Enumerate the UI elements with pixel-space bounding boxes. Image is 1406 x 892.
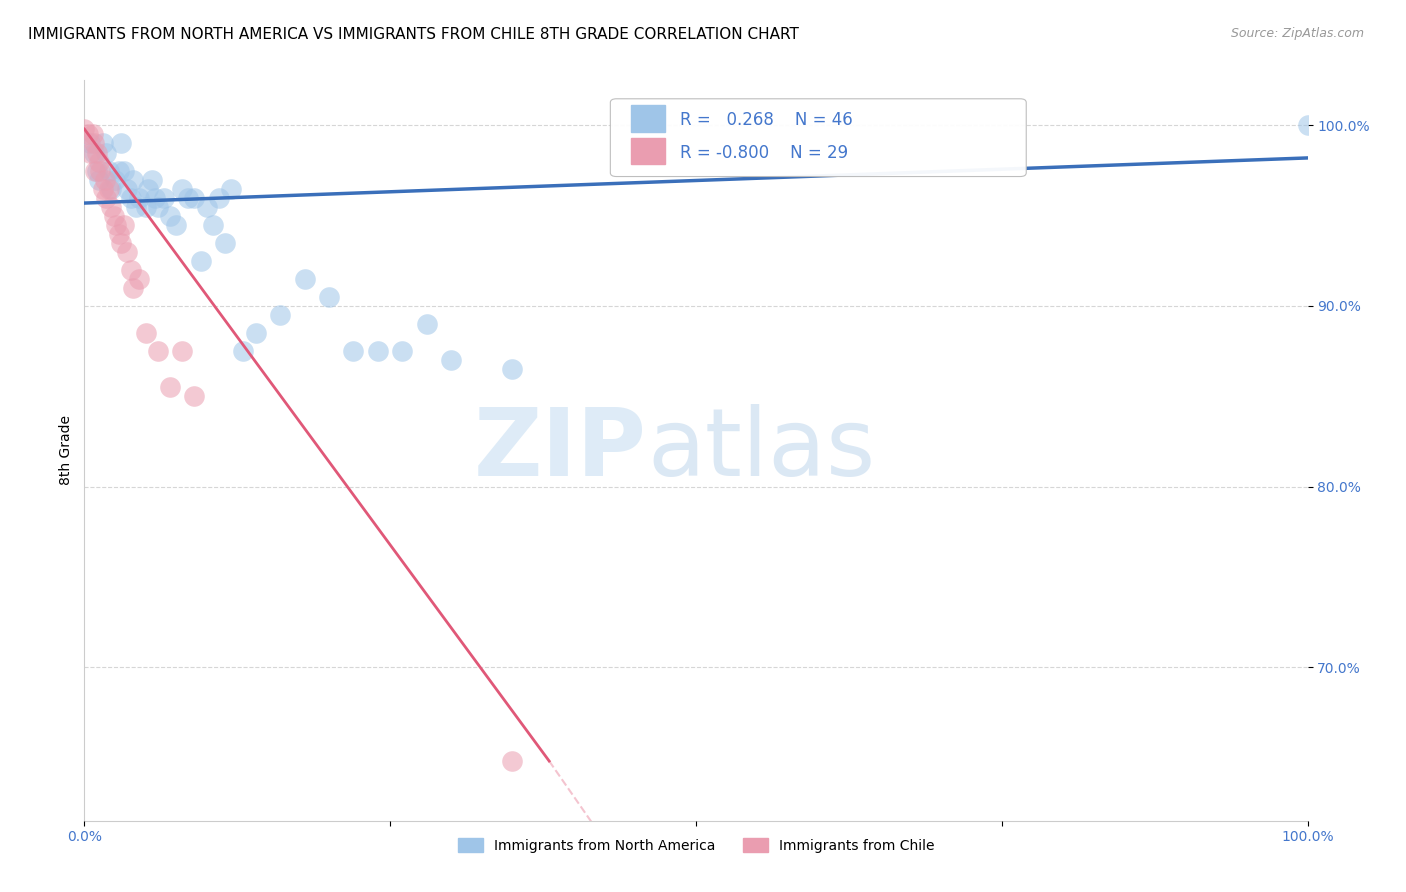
- Text: ZIP: ZIP: [474, 404, 647, 497]
- Point: [342, 344, 364, 359]
- Point: [1296, 119, 1319, 133]
- Text: IMMIGRANTS FROM NORTH AMERICA VS IMMIGRANTS FROM CHILE 8TH GRADE CORRELATION CHA: IMMIGRANTS FROM NORTH AMERICA VS IMMIGRA…: [28, 27, 799, 42]
- Point: [391, 344, 413, 359]
- Point: [83, 136, 105, 151]
- Point: [77, 128, 100, 142]
- Point: [107, 163, 129, 178]
- Point: [97, 163, 120, 178]
- Point: [96, 191, 118, 205]
- Point: [153, 191, 176, 205]
- Point: [107, 227, 129, 241]
- Point: [141, 172, 163, 186]
- Text: R = -0.800    N = 29: R = -0.800 N = 29: [681, 145, 848, 162]
- Point: [110, 235, 132, 250]
- Point: [128, 191, 150, 205]
- Point: [91, 181, 114, 195]
- Point: [143, 191, 166, 205]
- Point: [94, 172, 117, 186]
- Point: [79, 145, 101, 160]
- Point: [110, 136, 132, 151]
- Point: [367, 344, 389, 359]
- Point: [96, 145, 118, 160]
- Point: [195, 200, 218, 214]
- Text: Source: ZipAtlas.com: Source: ZipAtlas.com: [1230, 27, 1364, 40]
- Point: [318, 290, 340, 304]
- Point: [120, 263, 142, 277]
- Point: [91, 136, 114, 151]
- Point: [214, 235, 236, 250]
- Point: [416, 317, 439, 331]
- Point: [79, 136, 101, 151]
- Point: [100, 181, 122, 195]
- Point: [208, 191, 231, 205]
- Point: [269, 308, 291, 322]
- Y-axis label: 8th Grade: 8th Grade: [59, 416, 73, 485]
- Point: [83, 145, 105, 160]
- Point: [86, 163, 108, 178]
- Point: [84, 163, 107, 178]
- Point: [135, 200, 157, 214]
- FancyBboxPatch shape: [610, 99, 1026, 177]
- Point: [190, 253, 212, 268]
- Point: [97, 181, 120, 195]
- Point: [245, 326, 267, 340]
- Point: [172, 344, 194, 359]
- Point: [159, 209, 181, 223]
- Point: [440, 353, 463, 368]
- Text: atlas: atlas: [647, 404, 876, 497]
- Point: [125, 200, 148, 214]
- Point: [502, 754, 524, 768]
- Point: [104, 172, 127, 186]
- FancyBboxPatch shape: [631, 105, 665, 132]
- Point: [219, 181, 242, 195]
- Point: [232, 344, 254, 359]
- Point: [122, 281, 145, 295]
- Point: [159, 380, 181, 394]
- Point: [165, 218, 187, 232]
- Point: [82, 128, 104, 142]
- Point: [146, 200, 169, 214]
- Point: [128, 272, 150, 286]
- Point: [122, 172, 145, 186]
- Point: [502, 362, 524, 376]
- Point: [183, 191, 205, 205]
- Point: [87, 172, 110, 186]
- Point: [136, 181, 159, 195]
- Point: [183, 389, 205, 403]
- Point: [294, 272, 316, 286]
- Point: [86, 145, 108, 160]
- Point: [73, 122, 96, 136]
- FancyBboxPatch shape: [631, 137, 665, 164]
- Point: [135, 326, 157, 340]
- Point: [201, 218, 224, 232]
- Point: [112, 163, 135, 178]
- Point: [89, 163, 111, 178]
- Point: [120, 191, 142, 205]
- Point: [105, 218, 128, 232]
- Point: [103, 209, 125, 223]
- Point: [87, 154, 110, 169]
- Point: [115, 244, 138, 259]
- Point: [112, 218, 135, 232]
- Text: R =   0.268    N = 46: R = 0.268 N = 46: [681, 112, 853, 129]
- Point: [177, 191, 200, 205]
- Point: [146, 344, 169, 359]
- Point: [172, 181, 194, 195]
- Point: [100, 200, 122, 214]
- Point: [115, 181, 138, 195]
- Legend: Immigrants from North America, Immigrants from Chile: Immigrants from North America, Immigrant…: [451, 832, 941, 858]
